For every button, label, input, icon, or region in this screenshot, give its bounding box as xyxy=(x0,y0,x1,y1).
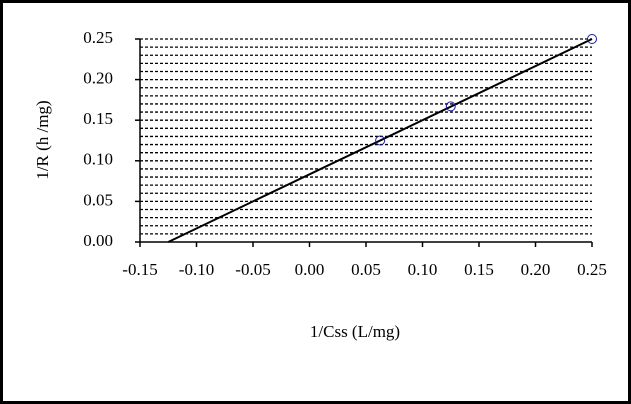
data-point xyxy=(375,135,386,146)
y-tick-label: 0.10 xyxy=(83,150,113,169)
x-tick-label: -0.05 xyxy=(235,260,270,279)
x-tick-label: 0.15 xyxy=(464,260,494,279)
x-tick-label: -0.15 xyxy=(122,260,157,279)
y-axis-label: 1/R (h /mg) xyxy=(33,100,52,179)
y-tick-label: 0.15 xyxy=(83,109,113,128)
data-point xyxy=(587,34,597,44)
x-tick-label: 0.20 xyxy=(521,260,551,279)
x-tick-label: 0.00 xyxy=(295,260,325,279)
y-tick-label: 0.25 xyxy=(83,28,113,47)
data-point xyxy=(445,101,456,112)
x-tick-label: 0.10 xyxy=(408,260,438,279)
y-tick-label: 0.05 xyxy=(83,190,113,209)
x-tick-label: 0.25 xyxy=(577,260,607,279)
x-tick-label: -0.10 xyxy=(179,260,214,279)
x-tick-label: 0.05 xyxy=(351,260,381,279)
x-axis-label: 1/Css (L/mg) xyxy=(310,322,400,341)
trend-line xyxy=(167,38,593,243)
y-tick-label: 0.00 xyxy=(83,231,113,250)
y-tick-label: 0.20 xyxy=(83,69,113,88)
